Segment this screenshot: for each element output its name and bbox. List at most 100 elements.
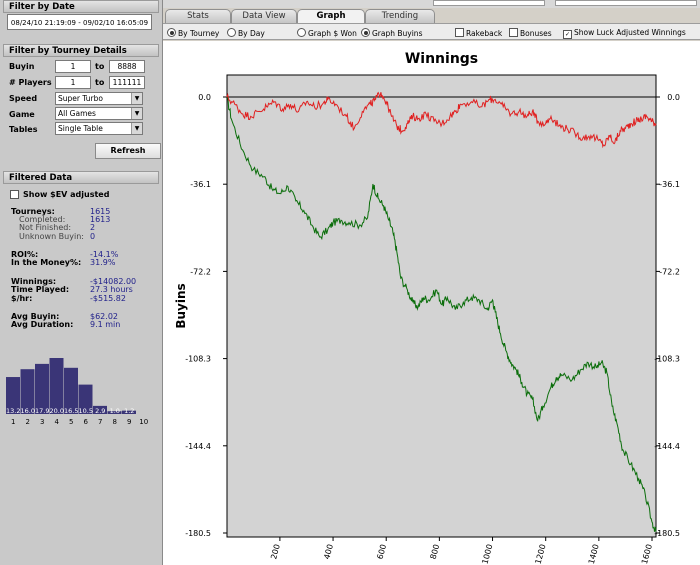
show-ev-label: Show $EV adjusted [23,190,110,199]
histogram-position-label: 10 [139,418,148,426]
tab-graph[interactable]: Graph [297,9,365,24]
rakeback-option[interactable]: Rakeback [455,28,502,38]
series-line-winnings [226,96,657,532]
chevron-down-icon: ▼ [131,123,142,134]
histogram-position-label: 7 [98,418,102,426]
chart-title: Winnings [405,51,478,67]
buyin-to-label: to [95,62,105,71]
checkbox-checked-icon: ✓ [563,30,572,39]
histogram-position-label: 4 [55,418,60,426]
tab-data-view[interactable]: Data View [231,9,297,23]
histogram-bar-label: 16.0 [21,407,35,415]
avg-buyin-value: $62.02 [90,312,118,321]
not-finished-value: 2 [90,223,96,232]
y-tick-label: -108.3 [185,355,211,364]
plot-area [226,74,657,538]
date-range-field[interactable]: 08/24/10 21:19:09 - 09/02/10 16:05:09 [7,14,152,30]
histogram-bar-label: 17.9 [35,407,49,415]
luck-adjusted-option[interactable]: ✓ Show Luck Adjusted Winnings [563,28,686,39]
histogram-bar [64,367,78,414]
players-to-label: to [95,78,105,87]
chevron-down-icon: ▼ [131,93,142,104]
tourneys-value: 1615 [90,207,111,216]
y-tick-label-right: 0.0 [667,93,680,102]
winnings-chart: Winnings Buyins 0.0 0.0 -36.1 -36.1 -72.2 -72.2… [163,41,700,565]
players-from-input[interactable]: 1 [55,76,91,89]
radio-icon [227,28,236,37]
refresh-button[interactable]: Refresh [95,143,161,159]
unknown-buyin-value: 0 [90,232,96,241]
speed-label: Speed [9,94,38,103]
game-select[interactable]: All Games ▼ [55,107,143,120]
winnings-label: Winnings: [11,277,57,286]
tab-trending[interactable]: Trending [365,9,435,23]
avg-duration-value: 9.1 min [90,320,121,329]
y-tick-label: -72.2 [190,267,211,276]
y-tick-label-right: -72.2 [659,267,680,276]
roi-label: ROI%: [11,250,39,259]
avg-duration-label: Avg Duration: [11,320,74,329]
y-tick-label: -36.1 [190,180,211,189]
speed-value: Super Turbo [58,94,103,103]
bonuses-option[interactable]: Bonuses [509,28,552,38]
players-label: # Players [9,78,52,87]
by-day-option[interactable]: By Day [227,28,265,38]
histogram-bar [107,411,122,414]
histogram-position-label: 8 [113,418,117,426]
finish-position-histogram: 13.2 1 16.0 2 17.9 3 20.0 4 16.5 5 10.5 6 2.9 7 1.0 8 1.… [6,358,148,426]
graph-options-bar: By Tourney By Day Graph $ Won Graph Buyi… [163,23,700,40]
checkbox-icon [455,28,464,37]
histogram-position-label: 9 [127,418,131,426]
y-tick-label-right: -108.3 [654,355,680,364]
histogram-bar-label: 2.9 [95,407,105,415]
completed-value: 1613 [90,215,111,224]
hourly-label: $/hr: [11,294,33,303]
histogram-bar-label: 1.0 [110,407,120,415]
top-strip [163,0,700,8]
series-line-luck-adjusted [226,91,657,149]
time-played-label: Time Played: [11,285,70,294]
buyin-to-input[interactable]: 8888 [109,60,145,73]
graph-buyins-option[interactable]: Graph Buyins [361,28,422,38]
y-tick-label-right: -36.1 [659,180,680,189]
histogram-position-label: 3 [40,418,44,426]
y-tick-label: -180.5 [185,529,211,538]
tables-value: Single Table [58,124,103,133]
histogram-bar [93,405,107,414]
top-field-2[interactable] [555,0,697,6]
histogram-bar [20,369,35,414]
tourneys-label: Tourneys: [11,207,55,216]
buyin-from-input[interactable]: 1 [55,60,91,73]
x-tick-label: 400 [322,543,335,560]
histogram-bar-label: 13.2 [6,407,20,415]
by-tourney-option[interactable]: By Tourney [167,28,219,38]
avg-buyin-label: Avg Buyin: [11,312,60,321]
histogram-bar [122,410,136,414]
roi-value: -14.1% [90,250,119,259]
unknown-buyin-label: Unknown Buyin: [19,232,84,241]
checkbox-icon [509,28,518,37]
radio-selected-icon [167,28,176,37]
itm-label: In the Money%: [11,258,82,267]
show-ev-checkbox[interactable] [10,190,19,199]
graph-won-option[interactable]: Graph $ Won [297,28,357,38]
x-tick-label: 600 [375,543,388,560]
filter-by-tourney-header: Filter by Tourney Details [3,44,159,57]
y-tick-label-right: -144.4 [654,442,680,451]
players-to-input[interactable]: 111111 [109,76,145,89]
tab-stats[interactable]: Stats [165,9,231,23]
speed-select[interactable]: Super Turbo ▼ [55,92,143,105]
top-field[interactable] [433,0,545,6]
y-tick-label: 0.0 [198,93,211,102]
game-value: All Games [58,109,96,118]
winnings-value: -$14082.00 [90,277,137,286]
y-axis-label: Buyins [174,283,188,328]
tables-label: Tables [9,125,38,134]
x-tick-label: 200 [269,543,282,560]
tables-select[interactable]: Single Table ▼ [55,122,143,135]
histogram-position-label: 5 [69,418,73,426]
time-played-value: 27.3 hours [90,285,133,294]
histogram-bar [6,377,20,414]
not-finished-label: Not Finished: [19,223,72,232]
completed-label: Completed: [19,215,66,224]
